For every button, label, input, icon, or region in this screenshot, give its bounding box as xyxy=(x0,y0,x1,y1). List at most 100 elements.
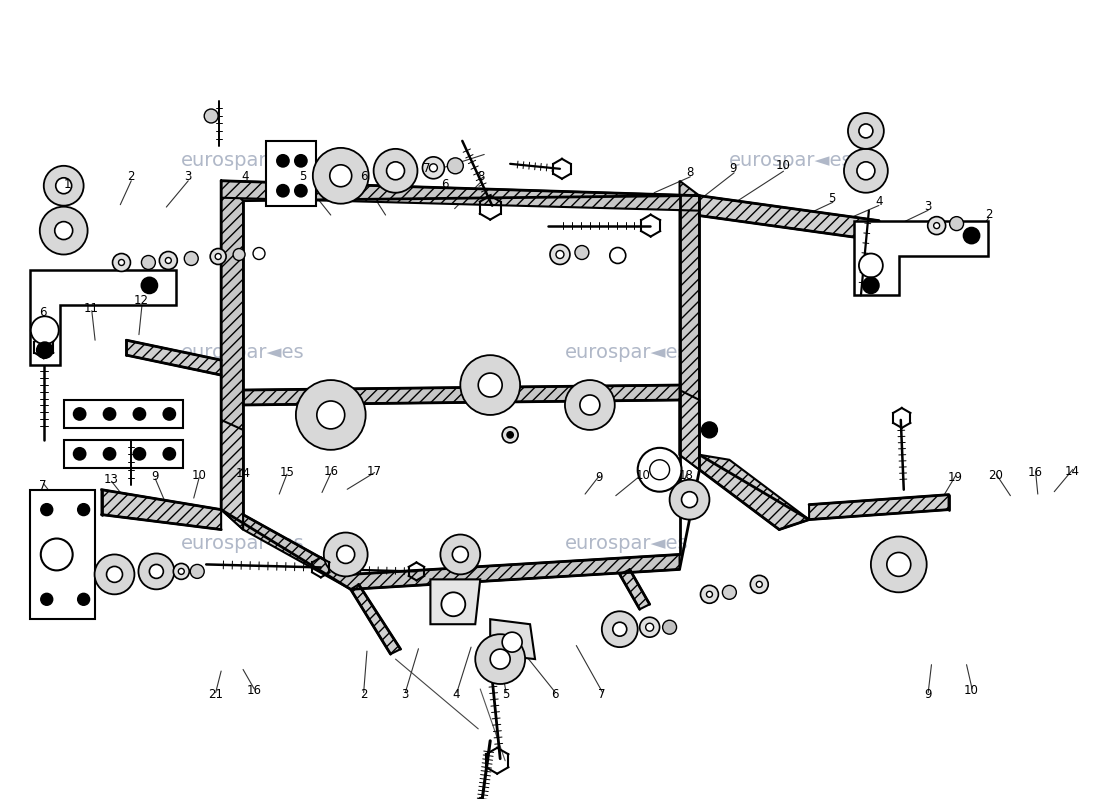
Circle shape xyxy=(317,401,344,429)
Circle shape xyxy=(475,634,525,684)
Circle shape xyxy=(163,408,175,420)
Circle shape xyxy=(934,222,939,229)
Text: 16: 16 xyxy=(246,685,262,698)
Circle shape xyxy=(330,165,352,186)
Text: 20: 20 xyxy=(988,470,1003,482)
Circle shape xyxy=(887,553,911,576)
Text: 15: 15 xyxy=(279,466,295,479)
Circle shape xyxy=(103,448,116,460)
Text: 4: 4 xyxy=(452,689,460,702)
Polygon shape xyxy=(491,619,535,659)
Circle shape xyxy=(638,448,682,492)
Text: 21: 21 xyxy=(208,689,222,702)
Polygon shape xyxy=(430,579,481,624)
Circle shape xyxy=(78,504,89,515)
Circle shape xyxy=(702,422,717,438)
Polygon shape xyxy=(680,181,700,470)
Circle shape xyxy=(422,157,444,178)
Polygon shape xyxy=(101,490,221,530)
Text: 13: 13 xyxy=(104,474,119,486)
Circle shape xyxy=(646,623,653,631)
Circle shape xyxy=(233,249,245,261)
Circle shape xyxy=(103,408,116,420)
Circle shape xyxy=(56,178,72,194)
Circle shape xyxy=(78,594,89,606)
Circle shape xyxy=(440,534,481,574)
Polygon shape xyxy=(854,221,989,295)
Circle shape xyxy=(277,155,289,167)
Circle shape xyxy=(757,582,762,587)
Text: 5: 5 xyxy=(503,689,509,702)
Circle shape xyxy=(949,217,964,230)
Circle shape xyxy=(871,537,926,592)
Polygon shape xyxy=(221,420,243,530)
Text: eurospar◄es: eurospar◄es xyxy=(182,534,305,553)
Circle shape xyxy=(503,632,522,652)
Polygon shape xyxy=(30,270,176,365)
Circle shape xyxy=(44,166,84,206)
Polygon shape xyxy=(266,141,316,206)
Circle shape xyxy=(565,380,615,430)
Circle shape xyxy=(142,278,157,294)
Circle shape xyxy=(448,158,463,174)
Bar xyxy=(64,440,184,468)
Circle shape xyxy=(602,611,638,647)
Circle shape xyxy=(609,247,626,263)
Text: 17: 17 xyxy=(367,466,382,478)
Text: 9: 9 xyxy=(595,471,603,484)
Circle shape xyxy=(460,355,520,415)
Polygon shape xyxy=(221,181,700,210)
Circle shape xyxy=(95,554,134,594)
Text: 8: 8 xyxy=(685,166,693,179)
Polygon shape xyxy=(700,455,810,530)
Circle shape xyxy=(190,565,205,578)
Text: eurospar◄es: eurospar◄es xyxy=(565,534,689,553)
Circle shape xyxy=(723,586,736,599)
Text: 10: 10 xyxy=(635,470,650,482)
Text: 5: 5 xyxy=(299,170,307,183)
Text: 2: 2 xyxy=(126,170,134,183)
Circle shape xyxy=(178,569,185,574)
Text: 3: 3 xyxy=(400,689,408,702)
Bar xyxy=(30,490,95,619)
Circle shape xyxy=(133,448,145,460)
Text: 12: 12 xyxy=(134,294,148,307)
Text: eurospar◄es: eurospar◄es xyxy=(565,342,689,362)
Text: 14: 14 xyxy=(1065,466,1080,478)
Circle shape xyxy=(670,480,710,519)
Text: 2: 2 xyxy=(360,689,367,702)
Circle shape xyxy=(74,448,86,460)
Text: 14: 14 xyxy=(235,467,251,480)
Circle shape xyxy=(312,148,368,204)
Circle shape xyxy=(295,185,307,197)
Circle shape xyxy=(133,408,145,420)
Text: 4: 4 xyxy=(241,170,249,183)
Text: eurospar◄es: eurospar◄es xyxy=(182,151,305,170)
Circle shape xyxy=(31,316,58,344)
Circle shape xyxy=(163,448,175,460)
Circle shape xyxy=(859,254,883,278)
Text: 5: 5 xyxy=(828,192,836,206)
Circle shape xyxy=(859,124,873,138)
Circle shape xyxy=(55,222,73,239)
Text: 6: 6 xyxy=(360,170,367,183)
Circle shape xyxy=(478,373,503,397)
Polygon shape xyxy=(619,570,650,610)
Circle shape xyxy=(706,591,713,598)
Text: eurospar◄es: eurospar◄es xyxy=(182,342,305,362)
Polygon shape xyxy=(243,514,680,590)
Text: 10: 10 xyxy=(191,470,207,482)
Circle shape xyxy=(216,254,221,259)
Text: 19: 19 xyxy=(948,471,964,484)
Circle shape xyxy=(374,149,418,193)
Text: 11: 11 xyxy=(84,302,99,315)
Text: eurospar◄es: eurospar◄es xyxy=(729,151,852,170)
Circle shape xyxy=(40,206,88,254)
Circle shape xyxy=(750,575,768,594)
Circle shape xyxy=(507,432,513,438)
Text: 9: 9 xyxy=(729,162,737,175)
Circle shape xyxy=(857,162,874,180)
Circle shape xyxy=(295,155,307,167)
Text: 10: 10 xyxy=(964,685,979,698)
Text: 16: 16 xyxy=(1027,466,1043,479)
